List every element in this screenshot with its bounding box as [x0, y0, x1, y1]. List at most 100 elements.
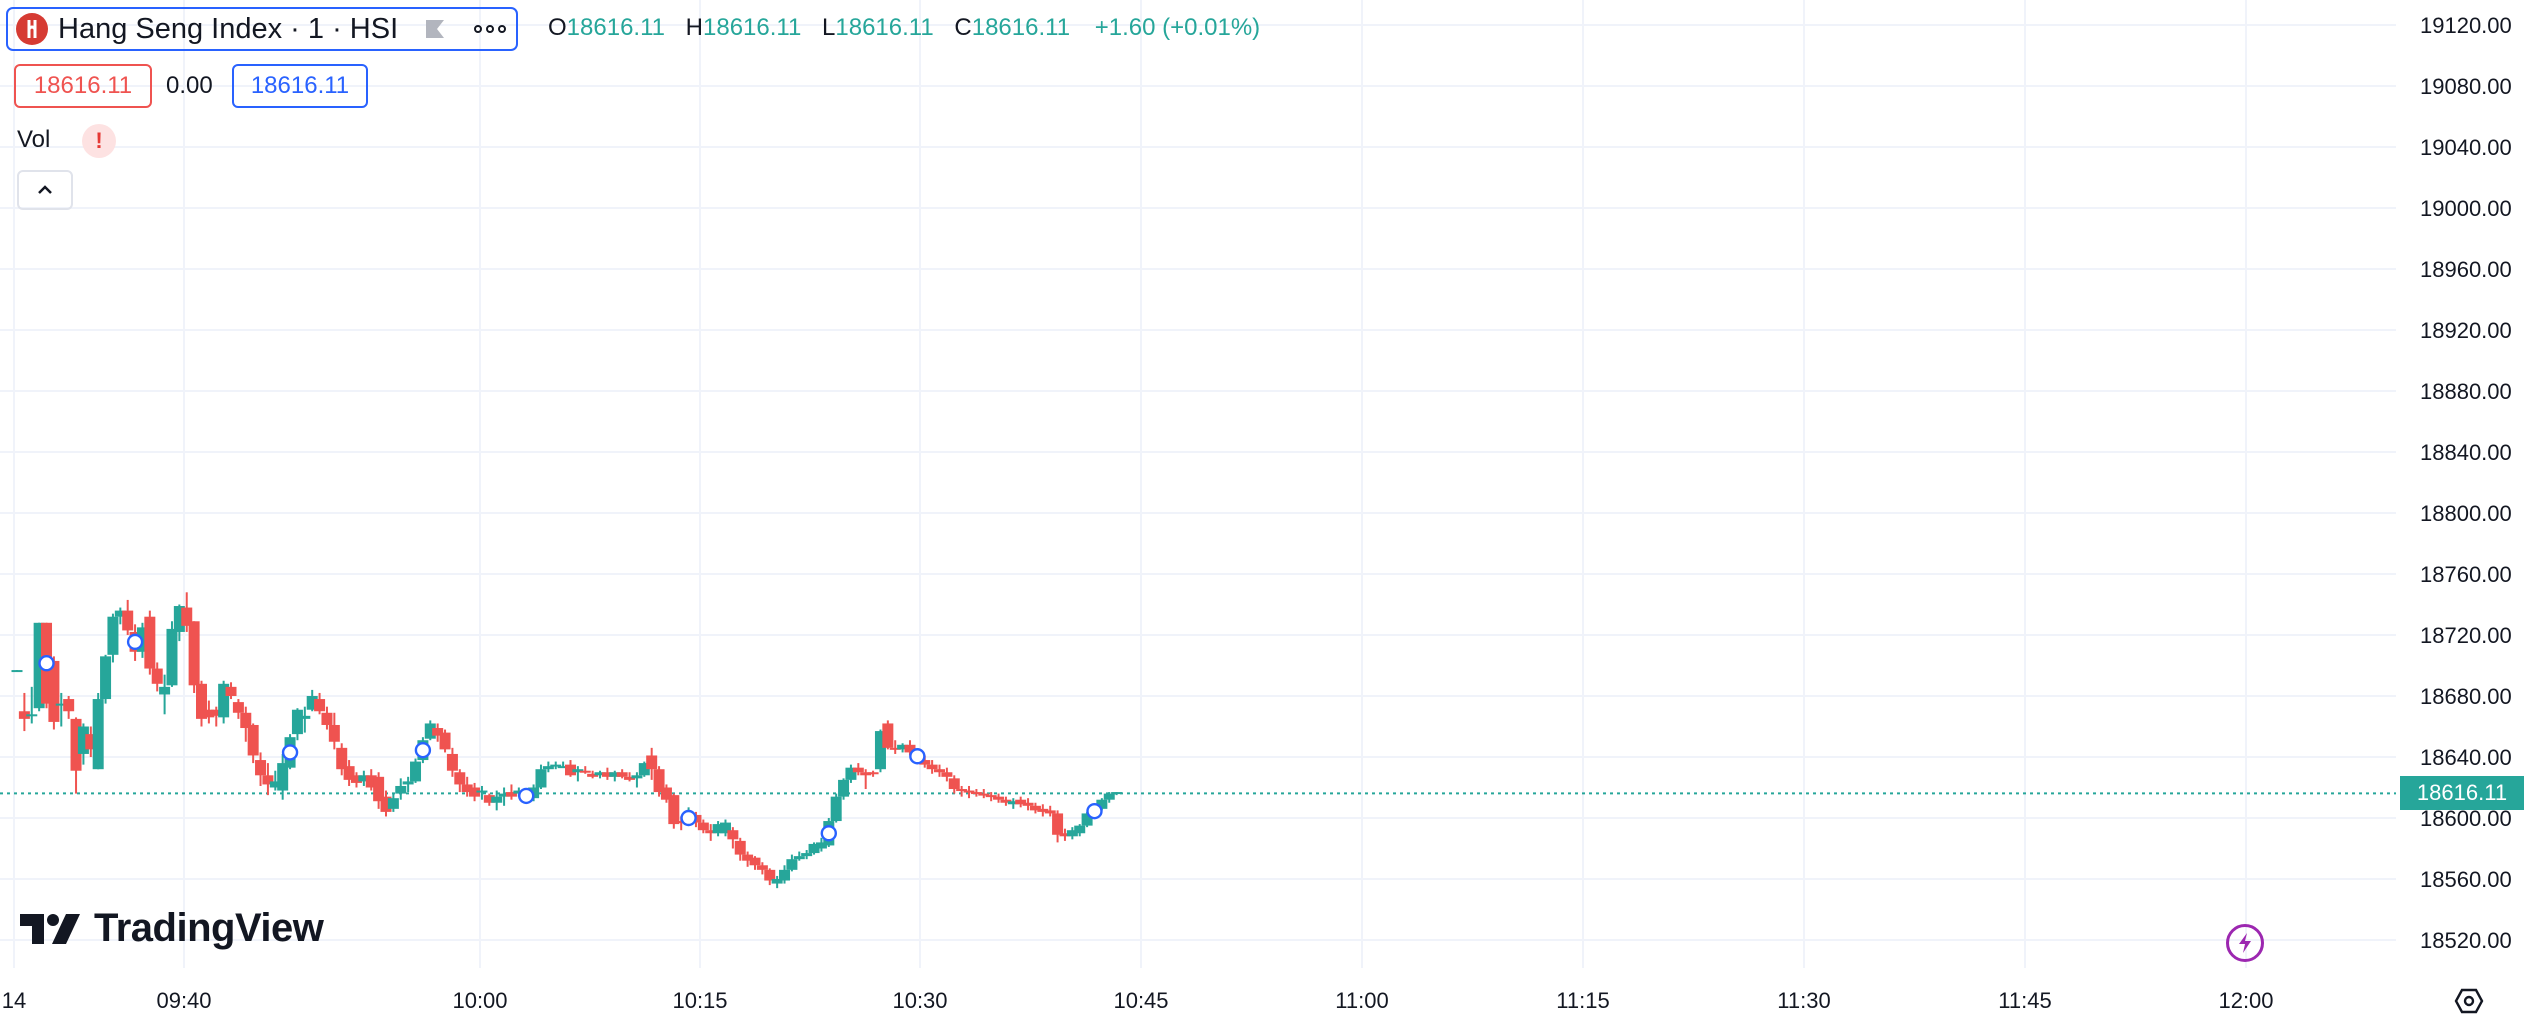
candle — [601, 767, 613, 780]
candle — [624, 772, 636, 782]
candle — [867, 770, 879, 777]
candle — [1015, 796, 1027, 808]
candle — [1059, 828, 1071, 841]
time-tick-label: 12:00 — [2218, 988, 2274, 1013]
candle — [631, 772, 643, 788]
candle — [1007, 798, 1019, 809]
price-tick-label: 19000.00 — [2420, 196, 2512, 221]
candle — [1022, 798, 1034, 811]
event-marker — [414, 741, 432, 759]
candle — [1052, 810, 1064, 843]
price-tick-label: 18760.00 — [2420, 562, 2512, 587]
candle — [210, 706, 222, 727]
vertical-gridlines — [13, 0, 2247, 968]
candle — [114, 607, 126, 625]
flag-icon[interactable] — [424, 18, 446, 40]
spread-value: 0.00 — [166, 72, 213, 99]
candle — [269, 770, 281, 791]
symbol-selector[interactable]: Hang Seng Index · 1 · HSI — [6, 7, 518, 51]
candle — [328, 712, 340, 750]
candle — [439, 729, 451, 753]
candles — [11, 592, 1123, 889]
candle — [646, 747, 658, 780]
candle — [454, 769, 466, 793]
candle — [734, 837, 746, 861]
candle — [461, 776, 473, 797]
candle — [638, 761, 650, 777]
collapse-indicators-button[interactable] — [17, 170, 73, 210]
event-marker — [820, 825, 837, 842]
candle — [808, 842, 820, 855]
lightning-icon[interactable] — [2226, 924, 2264, 962]
candle — [1029, 802, 1041, 814]
change-value: +1.60 (+0.01%) — [1094, 14, 1261, 41]
candle — [616, 769, 628, 779]
candle — [1103, 792, 1115, 803]
tradingview-logo[interactable]: TradingView — [20, 906, 324, 951]
sell-button[interactable]: 18616.11 — [14, 64, 152, 108]
price-tick-label: 18520.00 — [2420, 928, 2512, 953]
event-marker — [126, 633, 144, 651]
candle — [660, 784, 672, 803]
price-tick-label: 18800.00 — [2420, 501, 2512, 526]
tradingview-logo-icon — [20, 913, 80, 944]
candle — [26, 686, 38, 724]
candle — [107, 613, 119, 663]
candle — [1000, 796, 1012, 806]
candle — [594, 770, 606, 779]
volume-indicator-label[interactable]: Vol — [17, 126, 51, 153]
candle — [173, 604, 185, 642]
price-tick-label: 18920.00 — [2420, 318, 2512, 343]
candle — [314, 692, 326, 715]
ohlc-readout: O18616.11 H18616.11 L18616.11 C18616.11 … — [548, 14, 1260, 42]
close-value: 18616.11 — [971, 14, 1071, 41]
candle — [1044, 805, 1056, 817]
candle — [166, 621, 178, 687]
candle — [845, 764, 857, 783]
high-value: 18616.11 — [703, 14, 802, 41]
warning-icon[interactable]: ! — [82, 124, 116, 158]
candle — [446, 747, 458, 777]
time-tick-label: 11:30 — [1777, 988, 1831, 1013]
candle — [1066, 827, 1078, 840]
candle — [85, 726, 97, 757]
event-marker — [1086, 802, 1103, 820]
candle — [151, 662, 163, 692]
price-tick-label: 18880.00 — [2420, 379, 2512, 404]
hsi-logo-icon — [16, 13, 48, 45]
candle — [1111, 792, 1123, 796]
time-tick-label: 10:00 — [452, 988, 508, 1013]
buy-button[interactable]: 18616.11 — [232, 64, 368, 108]
candle — [557, 761, 569, 769]
candle — [860, 769, 872, 790]
price-tick-label: 18720.00 — [2420, 623, 2512, 648]
horizontal-gridlines — [0, 24, 2396, 941]
candle — [343, 760, 355, 786]
candle — [505, 784, 517, 800]
event-markers — [38, 633, 1103, 842]
candle — [771, 875, 783, 889]
candle — [255, 752, 267, 786]
time-tick-label: 10:30 — [892, 988, 948, 1013]
candle — [70, 717, 82, 794]
price-tick-label: 18680.00 — [2420, 684, 2512, 709]
candle — [565, 760, 576, 777]
candle — [926, 760, 938, 774]
settings-icon[interactable] — [2452, 984, 2486, 1018]
more-options-icon[interactable] — [474, 25, 507, 33]
candle — [742, 851, 754, 867]
candle — [838, 778, 850, 800]
candle — [424, 720, 436, 741]
candle — [779, 865, 791, 884]
candle — [498, 787, 510, 806]
time-tick-label: 09:40 — [156, 988, 212, 1013]
event-marker — [680, 809, 697, 827]
candle — [756, 862, 768, 875]
candle — [948, 775, 960, 794]
candle — [159, 674, 171, 715]
candle — [321, 706, 333, 730]
candle — [100, 654, 112, 704]
candle — [365, 769, 377, 791]
candle — [587, 770, 599, 779]
